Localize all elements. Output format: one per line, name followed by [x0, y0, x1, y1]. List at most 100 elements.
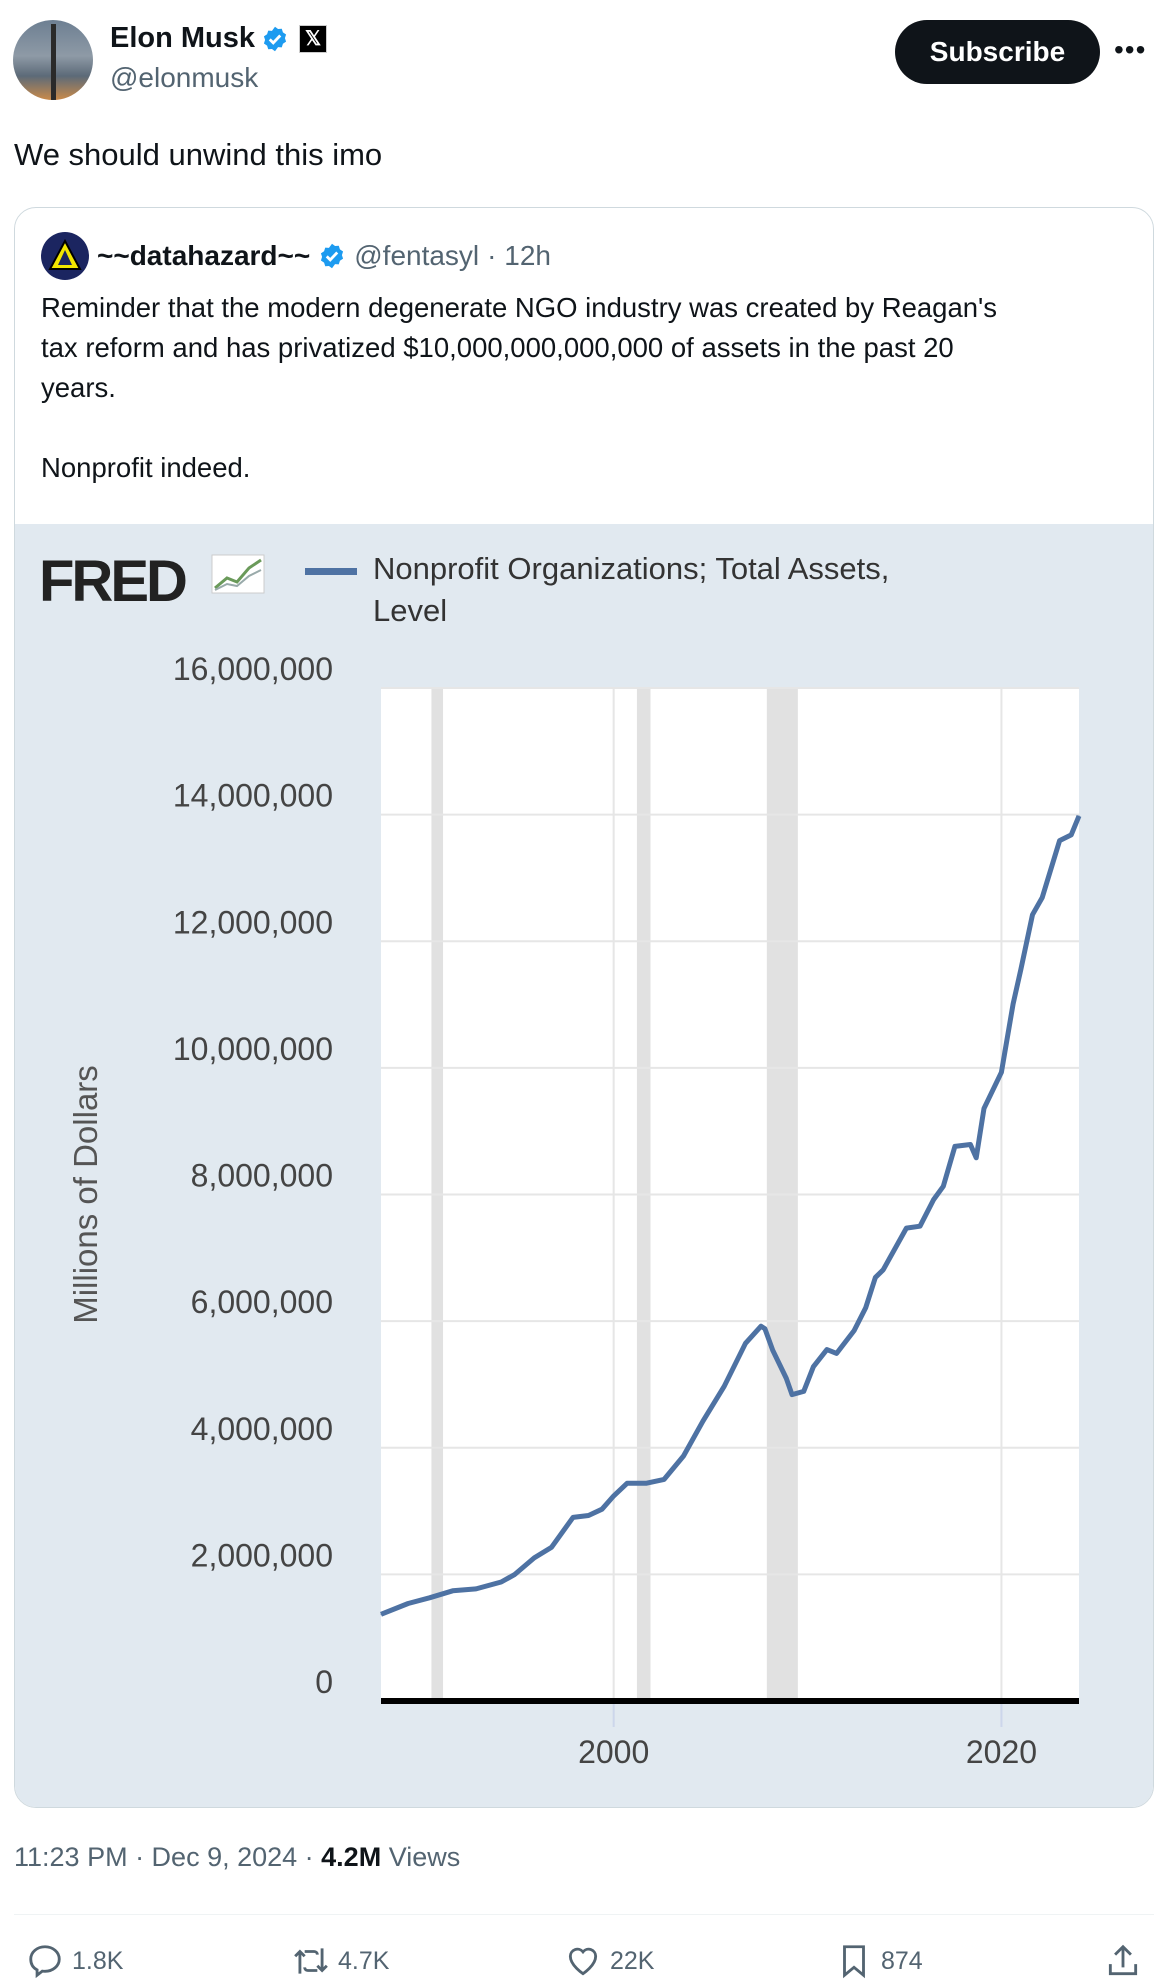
data-point — [803, 1390, 805, 1392]
bookmark-button[interactable]: 874 — [835, 1942, 923, 1980]
data-point — [764, 1328, 766, 1330]
data-point — [1059, 840, 1061, 842]
data-point — [1000, 1071, 1002, 1073]
author-name-row[interactable]: Elon Musk 𝕏 — [110, 22, 328, 55]
data-point — [646, 1482, 648, 1484]
data-point — [601, 1508, 603, 1510]
y-tick-label: 4,000,000 — [191, 1411, 333, 1447]
divider — [14, 1914, 1154, 1915]
data-point — [969, 1143, 971, 1145]
data-point — [1041, 897, 1043, 899]
data-point — [919, 1225, 921, 1227]
legend-swatch — [305, 568, 357, 575]
tweet-timestamp[interactable]: 11:23 PM · Dec 9, 2024 · — [14, 1842, 322, 1872]
quote-author-handle[interactable]: @fentasyl — [354, 240, 480, 271]
share-icon — [1108, 1944, 1138, 1976]
data-point — [533, 1557, 535, 1559]
data-point — [1070, 834, 1072, 836]
legend-line: Nonprofit Organizations; Total Assets, — [373, 551, 890, 586]
data-point — [772, 1349, 774, 1351]
data-point — [865, 1307, 867, 1309]
author-avatar[interactable] — [13, 20, 93, 100]
y-tick-label: 12,000,000 — [173, 904, 333, 940]
legend-line: Level — [373, 593, 448, 628]
fred-logo: FRED — [39, 549, 188, 614]
data-point — [942, 1185, 944, 1187]
data-point — [791, 1394, 793, 1396]
verified-badge-icon — [321, 243, 344, 269]
quote-text-line: tax reform and has privatized $10,000,00… — [41, 332, 954, 363]
x-tick-label: 2020 — [966, 1734, 1037, 1770]
repost-icon — [294, 1948, 328, 1974]
views-label: Views — [381, 1842, 461, 1872]
data-point — [407, 1602, 409, 1604]
quote-text-line: years. — [41, 372, 116, 403]
reply-count: 1.8K — [72, 1946, 124, 1975]
y-tick-label: 6,000,000 — [191, 1284, 333, 1320]
data-point — [1031, 914, 1033, 916]
data-point — [954, 1145, 956, 1147]
data-point — [785, 1377, 787, 1379]
fred-chart-image[interactable]: FRED Nonprofit Organizations; Total Asse… — [15, 524, 1153, 1807]
y-axis-label: Millions of Dollars — [67, 1065, 104, 1324]
y-tick-label: 16,000,000 — [173, 651, 333, 687]
quote-text-line: Nonprofit indeed. — [41, 452, 251, 483]
chart-plot: 0 2,000,000 4,000,000 6,000,000 8,000,000 10,… — [67, 651, 1082, 1770]
data-point — [1020, 969, 1022, 971]
quoted-tweet-card[interactable]: ~~datahazard~~ @fentasyl · 12h Reminder … — [14, 207, 1154, 1808]
repost-count: 4.7K — [338, 1946, 390, 1975]
data-point — [983, 1107, 985, 1109]
like-count: 22K — [610, 1946, 655, 1975]
quote-author-avatar[interactable] — [41, 232, 89, 280]
y-tick-label: 14,000,000 — [173, 778, 333, 814]
fred-chart-logo-icon — [211, 554, 265, 594]
data-point — [613, 1495, 615, 1497]
bookmark-icon — [843, 1945, 865, 1979]
data-point — [882, 1269, 884, 1271]
y-tick-label: 10,000,000 — [173, 1031, 333, 1067]
data-point — [1012, 1003, 1014, 1005]
view-count: 4.2M — [321, 1842, 382, 1872]
data-point — [428, 1597, 430, 1599]
data-point — [1078, 815, 1080, 817]
x-tick-label: 2000 — [578, 1734, 649, 1770]
subscribe-button[interactable]: Subscribe — [895, 20, 1100, 84]
y-tick-label: 2,000,000 — [191, 1537, 333, 1573]
data-point — [682, 1455, 684, 1457]
data-point — [723, 1385, 725, 1387]
data-point — [975, 1157, 977, 1159]
more-options-icon[interactable]: ••• — [1114, 34, 1147, 65]
quote-time: · 12h — [487, 240, 551, 271]
author-name[interactable]: Elon Musk — [110, 22, 256, 54]
data-point — [500, 1581, 502, 1583]
hazard-triangle-icon — [48, 238, 82, 270]
author-handle[interactable]: @elonmusk — [110, 62, 259, 93]
data-point — [380, 1613, 382, 1615]
y-tick-label: 0 — [315, 1664, 333, 1700]
data-point — [745, 1342, 747, 1344]
data-point — [551, 1546, 553, 1548]
data-point — [702, 1420, 704, 1422]
reply-button[interactable]: 1.8K — [26, 1942, 123, 1980]
data-point — [812, 1366, 814, 1368]
repost-button[interactable]: 4.7K — [292, 1942, 389, 1980]
data-point — [933, 1199, 935, 1201]
quote-text-line: Reminder that the modern degenerate NGO … — [41, 292, 998, 323]
share-button[interactable] — [1104, 1942, 1142, 1980]
reply-icon — [29, 1945, 61, 1979]
x-affiliation-icon: 𝕏 — [299, 24, 328, 53]
data-point — [572, 1516, 574, 1518]
heart-icon — [568, 1947, 598, 1976]
data-point — [760, 1325, 762, 1327]
data-point — [514, 1573, 516, 1575]
data-point — [874, 1276, 876, 1278]
legend-label: Nonprofit Organizations; Total Assets, L… — [373, 548, 973, 632]
data-point — [663, 1478, 665, 1480]
data-point — [826, 1349, 828, 1351]
like-button[interactable]: 22K — [564, 1942, 654, 1980]
quote-header: ~~datahazard~~ @fentasyl · 12h — [41, 232, 551, 280]
quote-author-name[interactable]: ~~datahazard~~ — [97, 240, 311, 271]
data-point — [626, 1482, 628, 1484]
tweet-text: We should unwind this imo — [14, 137, 383, 172]
data-point — [587, 1514, 589, 1516]
